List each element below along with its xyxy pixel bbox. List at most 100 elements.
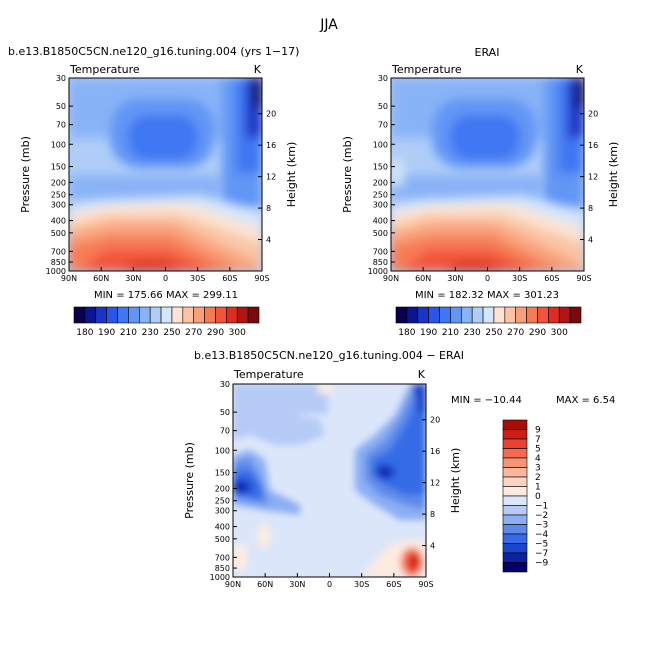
difference-colorbar-label: 4 xyxy=(535,454,541,464)
difference-xtick-label: 90N xyxy=(225,580,241,589)
erai-colorbar-swatch xyxy=(569,306,582,324)
erai-colorbar-label: 290 xyxy=(529,328,546,338)
difference-colorbar-swatch xyxy=(502,486,528,497)
erai-colorbar-swatch xyxy=(493,306,506,324)
model-temperature-panel: b.e13.B1850C5CN.ne120_g16.tuning.004 (yr… xyxy=(8,45,299,338)
erai-ytick-label: 700 xyxy=(373,247,388,256)
difference-colorbar-swatch xyxy=(502,543,528,554)
model-ytick-label: 250 xyxy=(51,191,66,200)
difference-y2label: Height (km) xyxy=(449,448,462,514)
erai-colorbar-swatch xyxy=(526,306,538,324)
model-colorbar-swatch xyxy=(171,306,184,324)
erai-xtick-label: 60S xyxy=(544,274,559,283)
erai-colorbar-swatch xyxy=(439,306,451,324)
erai-y2tick-label: 8 xyxy=(588,204,593,213)
erai-colorbar-swatch xyxy=(460,306,473,324)
difference-colorbar-label: 1 xyxy=(535,483,541,493)
erai-y2tick-label: 20 xyxy=(588,110,598,119)
difference-colorbar-swatch xyxy=(502,495,528,506)
difference-colorbar-label: −7 xyxy=(535,549,548,559)
difference-xtick-label: 60N xyxy=(257,580,273,589)
model-colorbar-swatch xyxy=(215,306,227,324)
difference-colorbar-label: 0 xyxy=(535,492,541,502)
erai-colorbar-swatch xyxy=(548,306,560,324)
model-colorbar-swatch xyxy=(149,306,162,324)
difference-colorbar-swatch xyxy=(502,524,528,535)
model-y2tick-label: 12 xyxy=(266,173,276,182)
difference-xtick-label: 30S xyxy=(354,580,369,589)
model-colorbar-swatch xyxy=(128,306,140,324)
difference-ytick-label: 400 xyxy=(215,523,230,532)
difference-colorbar-swatch xyxy=(502,476,528,487)
model-colorbar-swatch xyxy=(84,306,97,324)
model-ytick-label: 150 xyxy=(51,163,66,172)
difference-colorbar-label: −9 xyxy=(535,559,549,569)
difference-y2tick-label: 20 xyxy=(430,416,440,425)
difference-ytick-label: 150 xyxy=(215,469,230,478)
model-colorbar-swatch xyxy=(247,306,260,324)
model-colorbar-label: 210 xyxy=(120,328,137,338)
model-colorbar-swatch xyxy=(138,306,151,324)
model-colorbar-swatch xyxy=(73,306,86,324)
erai-colorbar-swatch xyxy=(471,306,484,324)
model-xtick-label: 0 xyxy=(163,274,168,283)
model-ytick-label: 850 xyxy=(51,258,66,267)
difference-xtick-label: 90S xyxy=(418,580,433,589)
erai-panel-units: K xyxy=(576,63,584,76)
difference-colorbar-label: −5 xyxy=(535,540,548,550)
model-colorbar-label: 270 xyxy=(185,328,202,338)
erai-y2label: Height (km) xyxy=(607,142,620,208)
erai-ylabel: Pressure (mb) xyxy=(341,136,354,213)
model-ytick-label: 70 xyxy=(56,121,66,130)
erai-colorbar-label: 190 xyxy=(420,328,437,338)
model-colorbar-swatch xyxy=(204,306,216,324)
model-colorbar-swatch xyxy=(226,306,238,324)
erai-colorbar-swatch xyxy=(450,306,462,324)
model-panel-stats: MIN = 175.66 MAX = 299.11 xyxy=(94,290,238,301)
difference-colorbar-swatch xyxy=(502,438,528,449)
difference-y2tick-label: 4 xyxy=(430,542,435,551)
difference-ytick-label: 700 xyxy=(215,553,230,562)
difference-colorbar-swatch xyxy=(502,552,528,563)
difference-ytick-label: 200 xyxy=(215,484,230,493)
erai-ytick-label: 500 xyxy=(373,229,388,238)
erai-ytick-label: 30 xyxy=(378,74,388,83)
erai-ytick-label: 400 xyxy=(373,217,388,226)
difference-xtick-label: 0 xyxy=(327,580,332,589)
model-temperature-field xyxy=(69,78,262,271)
model-xtick-label: 30S xyxy=(190,274,205,283)
difference-colorbar-swatch xyxy=(502,514,528,525)
difference-colorbar-label: −3 xyxy=(535,521,548,531)
model-ylabel: Pressure (mb) xyxy=(19,136,32,213)
model-ytick-label: 300 xyxy=(51,201,66,210)
erai-ytick-label: 250 xyxy=(373,191,388,200)
difference-colorbar-label: 3 xyxy=(535,464,541,474)
erai-y2tick-label: 12 xyxy=(588,173,598,182)
model-ytick-label: 50 xyxy=(56,102,66,111)
model-colorbar-swatch xyxy=(236,306,249,324)
difference-ytick-label: 850 xyxy=(215,564,230,573)
erai-colorbar-label: 180 xyxy=(398,328,415,338)
erai-y2tick-label: 4 xyxy=(588,236,593,245)
difference-colorbar-swatch xyxy=(502,429,528,440)
model-xtick-label: 30N xyxy=(125,274,141,283)
difference-ytick-label: 100 xyxy=(215,446,230,455)
model-panel-axes: 305070100150200250300400500700850100090N… xyxy=(19,74,298,283)
difference-panel-title: b.e13.B1850C5CN.ne120_g16.tuning.004 − E… xyxy=(194,349,464,362)
erai-xtick-label: 30N xyxy=(447,274,463,283)
difference-stats-min: MIN = −10.44 xyxy=(451,395,522,406)
model-ytick-label: 500 xyxy=(51,229,66,238)
difference-panel-subtitle: Temperature xyxy=(233,368,304,381)
difference-ytick-label: 50 xyxy=(220,408,230,417)
model-panel-subtitle: Temperature xyxy=(69,63,140,76)
model-colorbar-swatch xyxy=(95,306,107,324)
model-colorbar-swatch xyxy=(182,306,195,324)
difference-xtick-label: 30N xyxy=(289,580,305,589)
difference-panel-axes: 305070100150200250300400500700850100090N… xyxy=(183,380,462,589)
model-ytick-label: 30 xyxy=(56,74,66,83)
model-xtick-label: 90S xyxy=(254,274,269,283)
difference-colorbar-label: 9 xyxy=(535,426,541,436)
erai-panel-axes: 305070100150200250300400500700850100090N… xyxy=(341,74,620,283)
erai-panel-title: ERAI xyxy=(475,46,500,59)
